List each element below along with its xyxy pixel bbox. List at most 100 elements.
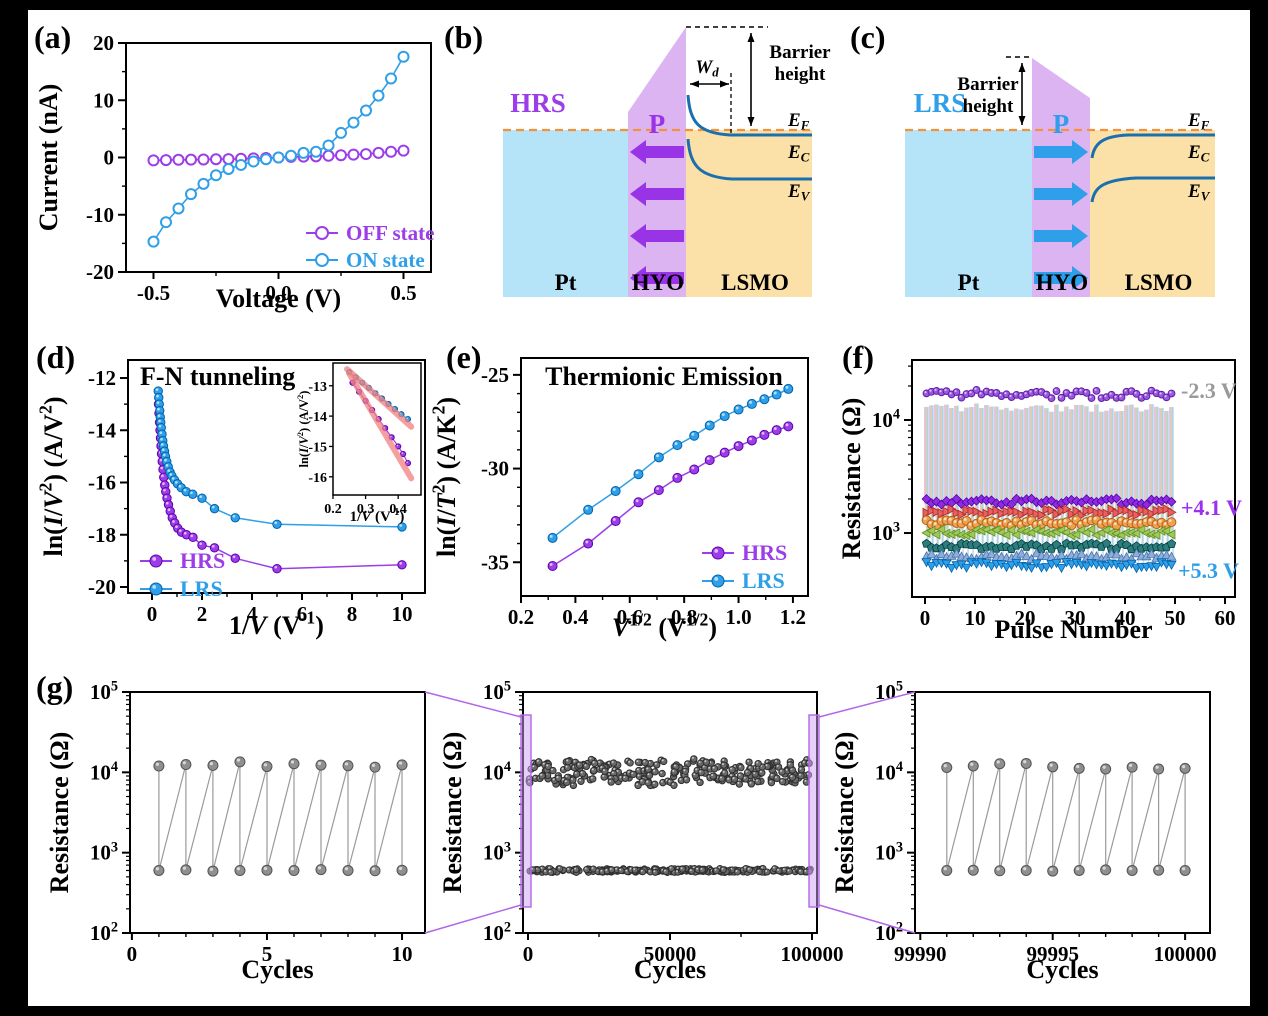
data-point [720,761,728,769]
data-point-highlight [721,867,724,870]
data-point [1056,549,1067,560]
data-point [711,546,725,560]
data-point-highlight [209,762,214,766]
data-point-highlight [993,520,997,523]
data-point-highlight [1149,388,1152,391]
y-tick-label: 20 [93,31,114,55]
data-point-highlight [398,866,403,871]
data-point-highlight [1154,390,1157,394]
data-point [1151,529,1161,540]
data-point-highlight [1023,518,1027,522]
data-point-highlight [199,495,203,499]
data-point-highlight [1023,760,1027,764]
data-point [1073,864,1085,876]
data-point [987,506,997,517]
data-point [1047,505,1057,516]
data-point [767,778,776,787]
zoom-connector-line [818,691,916,718]
panel-letter: (d) [36,339,75,375]
data-point-highlight [989,390,992,393]
data-point [1022,506,1032,517]
data-point-highlight [1009,394,1012,398]
arrow-head [1018,63,1026,72]
data-point-highlight [1164,395,1167,398]
data-point-highlight [970,762,974,766]
data-point [590,759,599,767]
data-point-highlight [1054,388,1057,391]
data-point [209,503,220,514]
data-point-highlight [290,867,295,871]
data-point [986,562,997,572]
data-point [1047,761,1059,773]
data-point [698,866,706,874]
data-point-highlight [1013,518,1017,522]
data-point [745,758,753,766]
data-point [754,759,762,768]
data-point-highlight [787,869,790,872]
data-point-highlight [592,761,595,764]
state-label: HRS [510,88,566,118]
data-point [369,761,381,773]
data-point-highlight [1123,519,1127,523]
data-point [315,253,329,267]
data-point-highlight [211,544,215,548]
data-point-highlight [607,762,610,765]
panel-g2-ylabel: Resistance (Ω) [438,732,467,894]
data-point-highlight [160,443,164,446]
data-point-highlight [609,776,612,779]
data-point [743,768,752,777]
data-point-highlight [591,768,594,771]
y-tick-label: 10 [93,88,114,112]
data-point [572,866,580,874]
zoom-callout [424,691,916,934]
data-point-highlight [585,506,589,510]
data-point-highlight [640,779,643,782]
data-point [644,765,652,774]
data-point [718,774,726,783]
lsmo-layer [1090,130,1215,297]
data-point [1067,509,1077,520]
data-point [1001,529,1011,540]
data-point [1006,561,1017,571]
data-point-highlight [1094,388,1097,391]
data-point-highlight [684,777,687,780]
data-point [644,778,652,787]
panel-a-xlabel: Voltage (V) [216,284,341,313]
data-point [746,866,754,874]
data-point-highlight [371,867,376,871]
data-point [736,772,745,780]
data-point-highlight [744,866,746,869]
data-point-highlight [959,395,962,398]
data-point [728,766,736,774]
data-point-highlight [162,453,166,457]
x-tick-label: -0.5 [137,281,170,305]
data-point-highlight [152,556,157,561]
data-point-highlight [1148,518,1152,522]
data-point [235,158,247,171]
data-point-highlight [646,767,649,770]
data-point-highlight [1014,392,1017,395]
y-tick-label: 103 [483,839,511,864]
data-point-highlight [164,458,167,462]
data-point [575,761,584,769]
hyo-label: HYO [1036,270,1088,295]
data-point-highlight [1114,395,1117,398]
y-tick-label: 103 [872,520,900,545]
data-point-highlight [561,767,564,770]
panel-d-xlabel: 1/V (V-1) [229,608,324,640]
data-point [951,548,962,558]
data-point-highlight [564,780,567,783]
data-point-highlight [1023,867,1027,871]
data-point [641,758,649,767]
data-point-highlight [1103,519,1107,523]
data-point-highlight [600,766,603,769]
data-point-highlight [548,866,551,869]
data-point [234,756,246,768]
data-point [1001,563,1012,573]
zoom-connector-line [424,904,522,934]
data-point-highlight [719,776,722,779]
data-point [1111,549,1122,559]
data-point-highlight [680,867,683,870]
data-point-highlight [773,427,777,431]
